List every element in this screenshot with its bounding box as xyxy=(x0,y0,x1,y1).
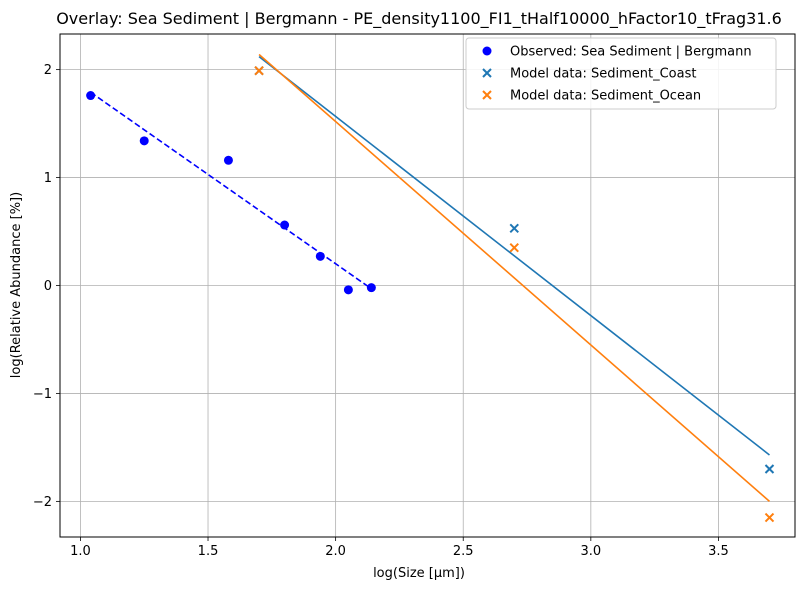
observed-point xyxy=(343,285,353,295)
x-marker-stroke xyxy=(509,243,519,253)
x-tick-label: 2.5 xyxy=(453,544,474,559)
x-marker-stroke xyxy=(482,68,492,78)
model-point xyxy=(764,512,775,523)
x-tick-label: 1.0 xyxy=(70,544,91,559)
observed-point xyxy=(315,251,325,261)
grid xyxy=(60,34,795,537)
legend-label: Model data: Sediment_Coast xyxy=(510,67,696,82)
x-tick-label: 3.0 xyxy=(580,544,601,559)
y-tick-label: 0 xyxy=(44,279,52,294)
legend-marker xyxy=(482,46,492,56)
observed-point xyxy=(366,283,376,293)
x-tick-label: 3.5 xyxy=(708,544,729,559)
legend-items: Observed: Sea Sediment | Bergmann Model d… xyxy=(482,45,752,104)
legend: Observed: Sea Sediment | Bergmann Model d… xyxy=(465,37,777,110)
x-marker-stroke xyxy=(254,65,264,76)
y-tick-label: −2 xyxy=(33,495,52,510)
chart-title: Overlay: Sea Sediment | Bergmann - PE_de… xyxy=(56,9,782,29)
x-axis-label: log(Size [μm]) xyxy=(373,566,465,581)
fit-line xyxy=(258,56,770,456)
x-tick-label: 1.5 xyxy=(198,544,219,559)
legend-label: Model data: Sediment_Ocean xyxy=(510,89,701,104)
y-tick-label: 1 xyxy=(44,171,52,186)
y-axis-label: log(Relative Abundance [%]) xyxy=(9,192,24,378)
observed-point xyxy=(139,136,149,146)
model-point xyxy=(254,65,264,76)
legend-marker xyxy=(482,90,492,100)
y-tick-label: −1 xyxy=(33,387,52,402)
fit-line xyxy=(258,53,771,502)
observed-point xyxy=(223,155,233,165)
fit-lines xyxy=(90,53,771,502)
model-point xyxy=(764,464,775,474)
y-tick-label: 2 xyxy=(44,63,52,78)
axis-ticks: 1.0 1.5 2.0 2.5 3.0 3.5 −2 −1 0 1 2 xyxy=(33,63,729,559)
x-tick-label: 2.0 xyxy=(325,544,346,559)
x-marker-stroke xyxy=(764,512,775,523)
model-point xyxy=(509,243,519,253)
x-marker-stroke xyxy=(764,464,775,474)
observed-point xyxy=(86,91,96,101)
data-markers xyxy=(86,65,775,523)
x-marker-stroke xyxy=(482,90,492,100)
fit-line xyxy=(90,91,372,290)
observed-point xyxy=(280,220,290,230)
legend-box xyxy=(465,37,777,110)
legend-label: Observed: Sea Sediment | Bergmann xyxy=(510,45,752,60)
model-point xyxy=(509,223,519,233)
x-marker-stroke xyxy=(509,223,519,233)
legend-marker xyxy=(482,68,492,78)
